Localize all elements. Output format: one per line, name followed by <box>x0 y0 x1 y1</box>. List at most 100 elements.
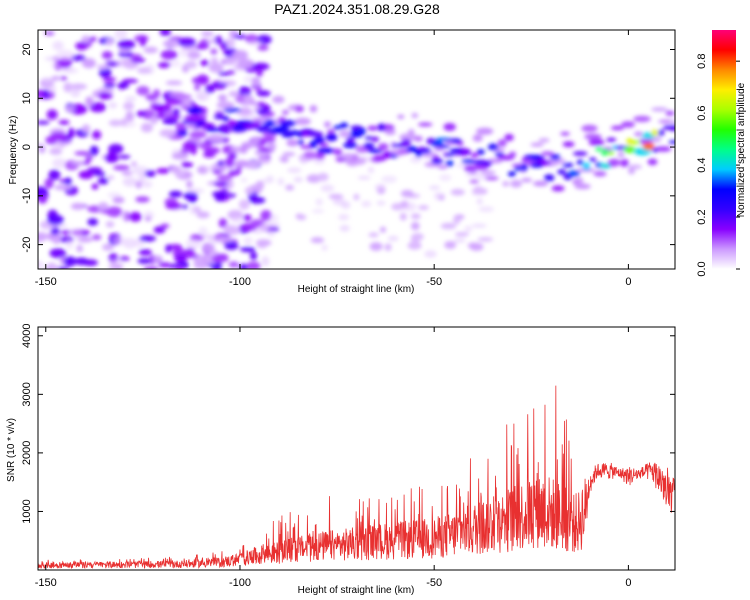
spectral-blob <box>633 115 651 123</box>
spectral-blob <box>424 250 437 258</box>
spectral-blob <box>529 162 544 168</box>
spectral-blob <box>294 105 304 113</box>
spectral-blob <box>399 212 407 221</box>
spectral-blob <box>651 107 668 112</box>
spectral-blob <box>315 198 323 206</box>
spectral-blob <box>632 140 641 145</box>
spectral-blob <box>401 138 412 147</box>
spectral-blob <box>450 138 462 143</box>
spectral-blob <box>464 225 473 233</box>
spectral-blob <box>244 186 255 195</box>
spectral-blob <box>255 158 271 164</box>
spectral-blob <box>102 243 114 251</box>
spectral-blob <box>228 91 240 97</box>
spectral-blob <box>541 151 555 156</box>
spectral-blob <box>136 110 147 117</box>
spectral-blob <box>76 244 83 253</box>
spectral-blob <box>357 175 371 180</box>
spectral-blob <box>139 235 157 242</box>
spectrogram-ytick-label: 10 <box>21 92 33 104</box>
spectral-blob <box>143 46 158 54</box>
spectral-blob <box>595 147 603 152</box>
spectral-blob <box>89 36 97 42</box>
snr-xlabel: Height of straight line (km) <box>298 585 415 596</box>
spectral-blob <box>130 161 138 167</box>
spectral-blob <box>665 110 675 116</box>
colorbar-ticks: 0.0 0.2 0.4 0.6 0.8 <box>696 54 740 277</box>
spectral-blob <box>81 124 91 133</box>
spectral-blob <box>310 237 325 244</box>
spectral-blob <box>480 170 496 175</box>
spectral-blob <box>41 78 55 83</box>
spectral-blob <box>397 114 405 119</box>
spectral-blob <box>277 177 285 186</box>
spectral-blob <box>118 51 133 58</box>
spectral-blob <box>49 147 63 155</box>
spectral-blob <box>65 105 75 112</box>
spectral-blob <box>121 78 139 84</box>
spectral-blob <box>213 181 229 187</box>
spectral-blob <box>295 213 303 220</box>
spectral-blob <box>557 169 566 175</box>
colorbar-label: Normalized spectral amplitude <box>736 82 747 217</box>
spectral-blob <box>74 151 91 156</box>
spectral-blob <box>581 124 598 132</box>
spectral-blob <box>117 39 136 50</box>
spectral-blob <box>156 168 170 174</box>
spectral-blob <box>159 129 176 138</box>
spectral-blob <box>251 137 262 143</box>
spectral-blob <box>172 108 180 116</box>
spectral-blob <box>321 244 328 251</box>
spectral-blob <box>320 184 335 192</box>
spectral-blob <box>89 145 99 156</box>
spectral-blob <box>175 265 185 269</box>
spectral-blob <box>349 129 364 138</box>
spectral-blob <box>38 260 44 269</box>
spectral-blob <box>606 137 617 142</box>
spectral-blob <box>387 235 399 242</box>
spectral-blob <box>316 151 325 160</box>
spectral-blob <box>261 256 270 267</box>
spectral-blob <box>119 122 137 128</box>
spectral-blob <box>389 154 398 159</box>
spectral-blob <box>372 155 387 162</box>
spectral-blob <box>42 89 49 99</box>
spectral-blob <box>443 123 456 131</box>
spectral-blob <box>69 83 88 90</box>
spectral-blob <box>114 30 128 40</box>
spectral-blob <box>186 123 196 129</box>
spectral-blob <box>213 114 226 120</box>
spectral-blob <box>551 185 565 192</box>
spectral-blob <box>410 221 420 231</box>
spectral-blob <box>576 159 584 166</box>
spectral-blob <box>107 175 115 180</box>
spectrogram-xtick-label: -150 <box>35 276 57 288</box>
spectral-blob <box>218 123 233 134</box>
spectral-blob <box>212 169 222 174</box>
spectral-blob <box>52 235 61 245</box>
spectral-blob <box>510 179 522 188</box>
spectral-blob <box>162 39 180 48</box>
spectral-blob <box>367 148 383 154</box>
spectral-blob <box>159 30 171 36</box>
spectral-blob <box>369 242 383 251</box>
spectral-blob <box>223 225 241 235</box>
spectral-blob <box>208 62 224 73</box>
spectral-blob <box>195 90 210 102</box>
spectral-blob <box>650 136 662 143</box>
chart-title: PAZ1.2024.351.08.29.G28 <box>274 1 440 17</box>
spectral-blob <box>51 75 61 81</box>
spectral-blob <box>38 194 48 204</box>
spectral-blob <box>249 251 258 261</box>
colorbar-tick-label: 0.4 <box>696 157 708 172</box>
spectral-blob <box>478 206 494 213</box>
spectrogram-ytick-label: 0 <box>21 144 33 150</box>
spectral-blob <box>589 157 597 162</box>
spectral-blob <box>256 101 266 107</box>
spectral-blob <box>108 263 124 269</box>
spectral-blob <box>70 54 86 62</box>
spectral-blob <box>160 223 170 229</box>
spectral-blob <box>371 136 380 142</box>
spectral-blob <box>228 119 237 128</box>
